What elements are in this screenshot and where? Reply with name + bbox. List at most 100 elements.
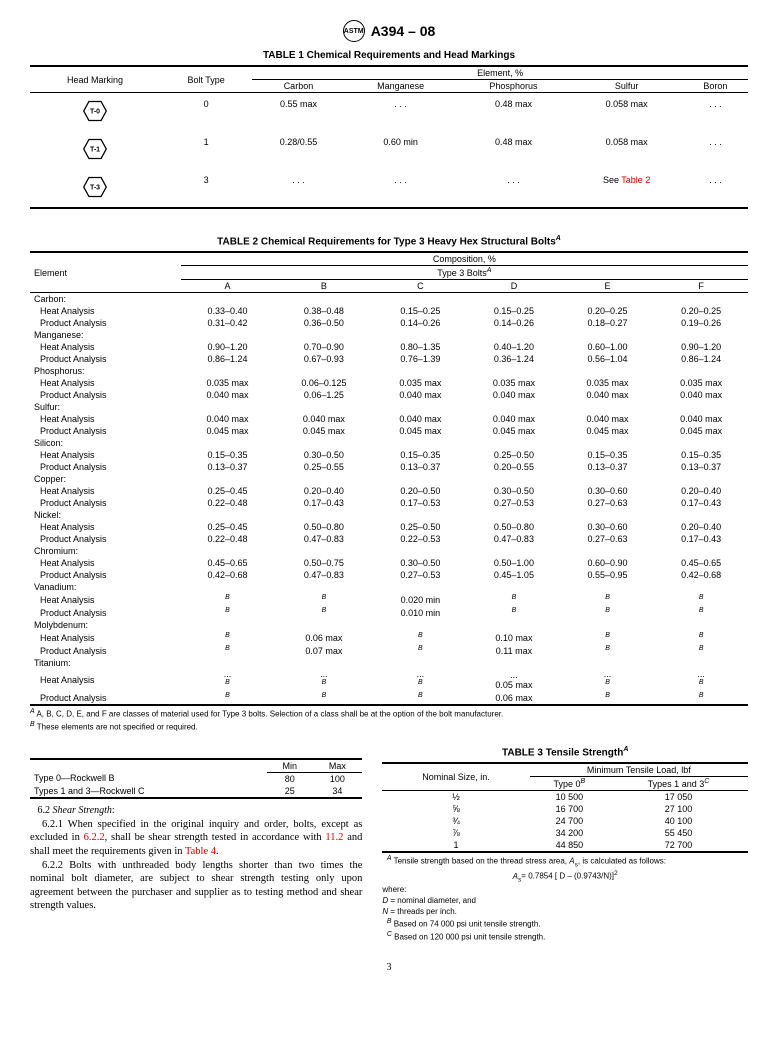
data-cell: ...B [274, 669, 373, 691]
data-cell: 0.15–0.35 [561, 449, 655, 461]
data-cell: . . . [345, 93, 457, 132]
data-cell: 0.17–0.43 [654, 533, 748, 545]
table1-element-pct: Element, % [252, 66, 748, 80]
data-cell: 0.040 max [561, 413, 655, 425]
data-cell: 0.50–0.80 [274, 521, 373, 533]
link-112[interactable]: 11.2 [325, 832, 343, 843]
data-cell: ...B [181, 669, 275, 691]
table2-footnote-b: B These elements are not specified or re… [30, 721, 748, 732]
data-cell: . . . [683, 131, 748, 169]
table-row: Product Analysis0.42–0.680.47–0.830.27–0… [30, 569, 748, 581]
table3: Nominal Size, in. Minimum Tensile Load, … [382, 762, 748, 853]
element-group: Vanadium: [30, 581, 748, 593]
table-row: Manganese: [30, 329, 748, 341]
data-cell: 0.020 min [374, 593, 468, 606]
data-cell: 0.045 max [274, 425, 373, 437]
size-cell: ⅝ [382, 803, 529, 815]
data-cell: 0.55–0.95 [561, 569, 655, 581]
data-cell: 0.42–0.68 [654, 569, 748, 581]
table2-title: TABLE 2 Chemical Requirements for Type 3… [30, 235, 748, 247]
data-cell: 0.56–1.04 [561, 353, 655, 365]
page-number: 3 [30, 962, 748, 973]
data-cell: 0.035 max [561, 377, 655, 389]
svg-text:T-0: T-0 [90, 109, 100, 116]
data-cell: 0.45–1.05 [467, 569, 561, 581]
data-cell: 0.25–0.50 [467, 449, 561, 461]
table3-nominal: Nominal Size, in. [382, 763, 529, 791]
link-table4[interactable]: Table 4 [185, 846, 216, 857]
data-cell: 0.040 max [374, 413, 468, 425]
data-cell: 0.13–0.37 [374, 461, 468, 473]
data-cell: B [274, 691, 373, 705]
data-cell: 0.040 max [181, 413, 275, 425]
table-row: Product Analysis0.13–0.370.25–0.550.13–0… [30, 461, 748, 473]
table-row: Titanium: [30, 657, 748, 669]
table-row: Copper: [30, 473, 748, 485]
analysis-label: Product Analysis [30, 644, 181, 657]
data-cell: . . . [345, 169, 457, 208]
table1: Head Marking Bolt Type Element, % Carbon… [30, 65, 748, 209]
table1-col: Boron [683, 80, 748, 93]
table2: Element Composition, % Type 3 BoltsA ABC… [30, 251, 748, 706]
table-row: ⅞34 20055 450 [382, 827, 748, 839]
data-cell: 0.06–0.125 [274, 377, 373, 389]
analysis-label: Product Analysis [30, 691, 181, 705]
size-cell: 1 [382, 839, 529, 852]
bolt-type-cell: 1 [160, 131, 252, 169]
doc-designation: A394 – 08 [371, 23, 436, 39]
data-cell: B [374, 631, 468, 644]
table-row: Types 1 and 3—Rockwell C2534 [30, 785, 362, 798]
data-cell: ...B [561, 669, 655, 691]
data-cell: B [181, 631, 275, 644]
data-cell: 0.27–0.53 [467, 497, 561, 509]
data-cell: 0.14–0.26 [374, 317, 468, 329]
section-621-text: 6.2.1 When specified in the original inq… [30, 818, 362, 859]
analysis-label: Product Analysis [30, 569, 181, 581]
data-cell: 0.50–0.75 [274, 557, 373, 569]
table3-n-def: N = threads per inch. [382, 907, 748, 916]
table-row: Product Analysis0.045 max0.045 max0.045 … [30, 425, 748, 437]
link-table2[interactable]: Table 2 [621, 175, 650, 185]
data-cell: 0.80–1.35 [374, 341, 468, 353]
analysis-label: Heat Analysis [30, 521, 181, 533]
table3-min-tensile: Minimum Tensile Load, lbf [530, 763, 748, 777]
data-cell: 16 700 [530, 803, 609, 815]
data-cell: 25 [267, 785, 312, 798]
size-cell: ¾ [382, 815, 529, 827]
data-cell: 0.035 max [181, 377, 275, 389]
table-row: Heat Analysis0.25–0.450.50–0.800.25–0.50… [30, 521, 748, 533]
table-row: Phosphorus: [30, 365, 748, 377]
data-cell: ...B [374, 669, 468, 691]
hardness-min: Min [267, 759, 312, 773]
data-cell: B [274, 606, 373, 619]
analysis-label: Product Analysis [30, 606, 181, 619]
data-cell: 0.47–0.83 [274, 569, 373, 581]
data-cell: 24 700 [530, 815, 609, 827]
hex-marking-icon: T-1 [82, 137, 108, 161]
data-cell: 0.13–0.37 [654, 461, 748, 473]
table-row: Product Analysis0.31–0.420.36–0.500.14–0… [30, 317, 748, 329]
table-row: T-110.28/0.550.60 min0.48 max0.058 max. … [30, 131, 748, 169]
table1-col: Sulfur [570, 80, 683, 93]
data-cell: B [181, 593, 275, 606]
data-cell: 0.20–0.40 [274, 485, 373, 497]
analysis-label: Heat Analysis [30, 377, 181, 389]
data-cell: 0.15–0.35 [654, 449, 748, 461]
data-cell: 34 [312, 785, 362, 798]
data-cell: 0.15–0.35 [374, 449, 468, 461]
data-cell: 0.17–0.43 [654, 497, 748, 509]
data-cell: 100 [312, 772, 362, 785]
data-cell: 0.36–0.50 [274, 317, 373, 329]
element-group: Titanium: [30, 657, 748, 669]
link-622[interactable]: 6.2.2 [84, 832, 105, 843]
analysis-label: Product Analysis [30, 317, 181, 329]
data-cell: 0.15–0.25 [374, 305, 468, 317]
element-group: Silicon: [30, 437, 748, 449]
data-cell: B [654, 644, 748, 657]
hardness-label: Type 0—Rockwell B [30, 772, 267, 785]
data-cell: 0.15–0.35 [181, 449, 275, 461]
data-cell: 10 500 [530, 790, 609, 803]
data-cell: 0.27–0.63 [561, 533, 655, 545]
section-62-heading: 6.2 Shear Strength: [30, 805, 362, 816]
data-cell: 0.30–0.50 [467, 485, 561, 497]
